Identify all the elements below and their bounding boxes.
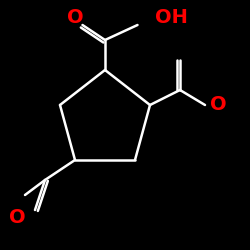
Text: O: O bbox=[67, 8, 83, 27]
Text: OH: OH bbox=[155, 8, 188, 27]
Text: O: O bbox=[9, 208, 26, 227]
Text: O: O bbox=[210, 96, 226, 114]
